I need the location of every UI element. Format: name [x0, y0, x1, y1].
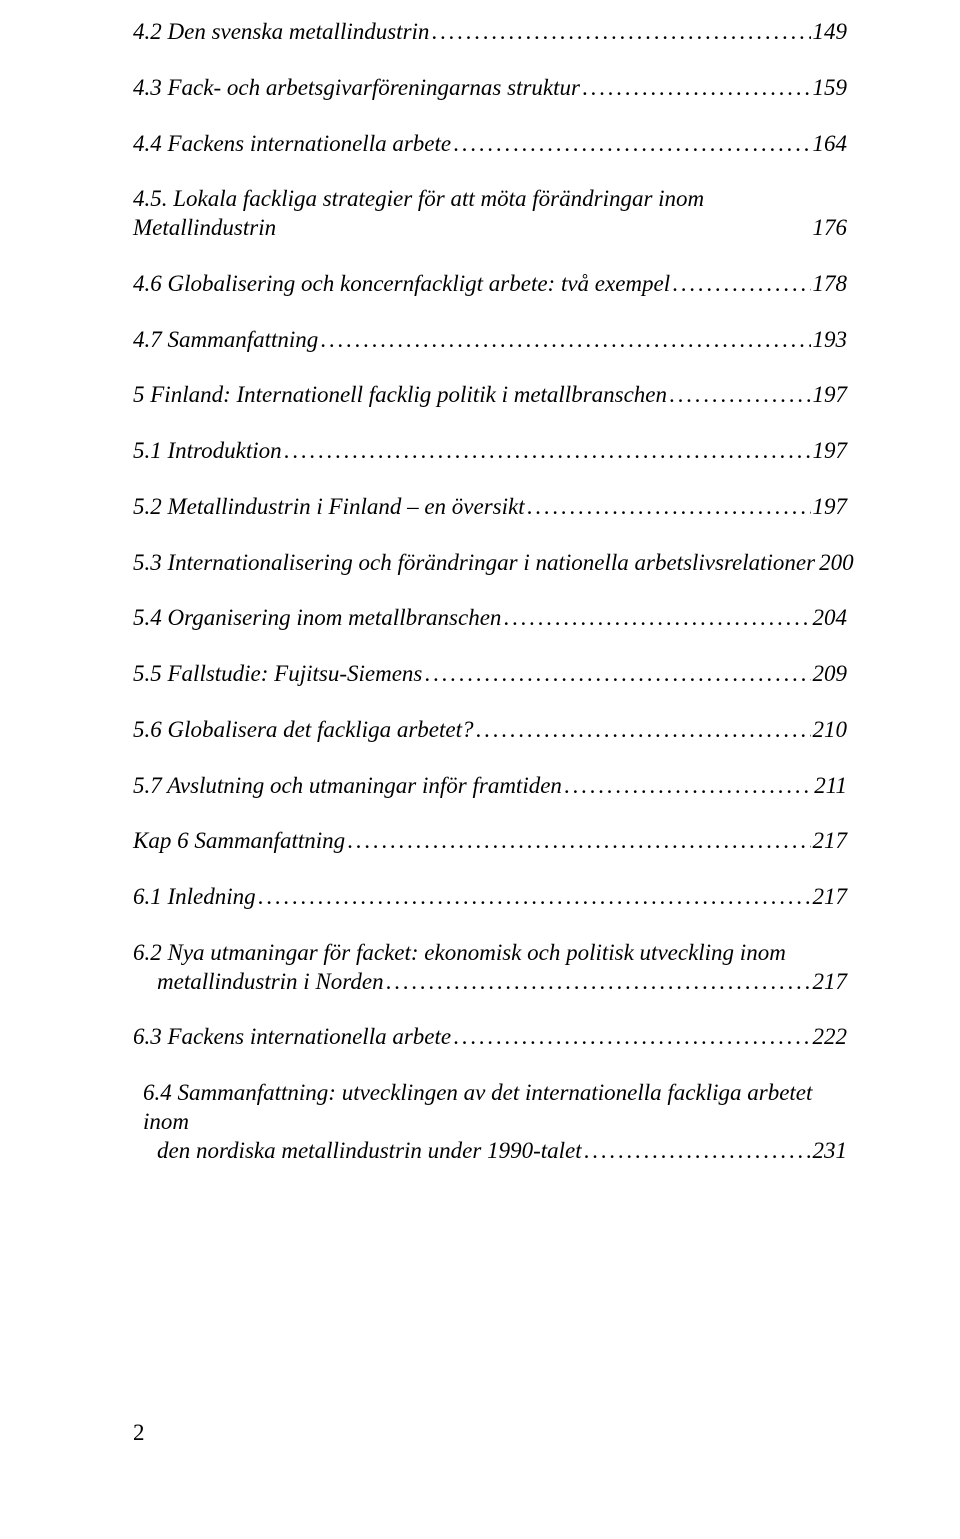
toc-entry-title-line1: 6.2 Nya utmaningar för facket: ekonomisk…	[133, 939, 847, 968]
toc-entry-title: 5.7 Avslutning och utmaningar inför fram…	[133, 772, 562, 801]
toc-entry: 5.7 Avslutning och utmaningar inför fram…	[133, 772, 847, 801]
toc-entry-title: 5 Finland: Internationell facklig politi…	[133, 381, 667, 410]
toc-entry: Kap 6 Sammanfattning 217	[133, 827, 847, 856]
toc-leader-dots	[431, 21, 810, 46]
toc-entry-page: 200	[819, 549, 854, 578]
document-page: 4.2 Den svenska metallindustrin 149 4.3 F…	[0, 0, 960, 1539]
toc-entry: 5.5 Fallstudie: Fujitsu-Siemens 209	[133, 660, 847, 689]
toc-leader-dots	[584, 1140, 811, 1165]
toc-entry-title: 4.7 Sammanfattning	[133, 326, 318, 355]
toc-entry-page: 209	[813, 660, 848, 689]
toc-entry-page: 197	[813, 437, 848, 466]
toc-entry-page: 217	[813, 883, 848, 912]
toc-entry-title: 6.3 Fackens internationella arbete	[133, 1023, 451, 1052]
toc-entry-page: 159	[813, 74, 848, 103]
toc-entry-page: 231	[813, 1137, 848, 1166]
toc-entry-title: 4.4 Fackens internationella arbete	[133, 130, 451, 159]
toc-leader-dots	[424, 663, 810, 688]
toc-entry-title: 5.4 Organisering inom metallbranschen	[133, 604, 501, 633]
toc-entry-title: 5.5 Fallstudie: Fujitsu-Siemens	[133, 660, 422, 689]
toc-entry: 4.3 Fack- och arbetsgivarföreningarnas s…	[133, 74, 847, 103]
toc-entry: 5.3 Internationalisering och förändringa…	[133, 549, 847, 578]
toc-entry-title: 5.6 Globalisera det fackliga arbetet?	[133, 716, 473, 745]
toc-entry-title: 5.2 Metallindustrin i Finland – en övers…	[133, 493, 525, 522]
toc-leader-dots	[258, 886, 811, 911]
toc-leader-dots	[503, 608, 810, 633]
toc-entry: 4.4 Fackens internationella arbete 164	[133, 130, 847, 159]
toc-leader-dots	[453, 133, 810, 158]
toc-leader-dots	[475, 719, 810, 744]
toc-entry: 4.5. Lokala fackliga strategier för att …	[133, 185, 847, 243]
toc-entry: 4.2 Den svenska metallindustrin 149	[133, 18, 847, 47]
toc-leader-dots	[453, 1027, 810, 1052]
toc-entry: 5 Finland: Internationell facklig politi…	[133, 381, 847, 410]
table-of-contents: 4.2 Den svenska metallindustrin 149 4.3 F…	[133, 18, 847, 1165]
toc-entry: 5.1 Introduktion 197	[133, 437, 847, 466]
toc-entry-title: Kap 6 Sammanfattning	[133, 827, 345, 856]
toc-entry: 6.2 Nya utmaningar för facket: ekonomisk…	[133, 939, 847, 997]
toc-entry-page: 197	[813, 381, 848, 410]
page-number: 2	[133, 1420, 145, 1446]
toc-entry-page: 211	[814, 772, 847, 801]
toc-entry-title: 5.1 Introduktion	[133, 437, 282, 466]
toc-entry-page: 149	[813, 18, 848, 47]
toc-entry-page: 204	[813, 604, 848, 633]
toc-entry-page: 210	[813, 716, 848, 745]
toc-leader-dots	[672, 273, 810, 298]
toc-entry: 6.3 Fackens internationella arbete 222	[133, 1023, 847, 1052]
toc-leader-dots	[386, 971, 811, 996]
toc-entry-title-line2: den nordiska metallindustrin under 1990-…	[133, 1137, 582, 1166]
toc-entry: 4.6 Globalisering och koncernfackligt ar…	[133, 270, 847, 299]
toc-leader-dots	[527, 496, 811, 521]
toc-leader-dots	[564, 775, 812, 800]
toc-entry-title-line1: 6.4 Sammanfattning: utvecklingen av det …	[133, 1079, 847, 1137]
toc-entry-title: 4.2 Den svenska metallindustrin	[133, 18, 429, 47]
toc-entry-title: 6.1 Inledning	[133, 883, 256, 912]
toc-entry: 4.7 Sammanfattning 193	[133, 326, 847, 355]
toc-entry: 5.6 Globalisera det fackliga arbetet? 21…	[133, 716, 847, 745]
toc-leader-dots	[320, 329, 810, 354]
toc-entry-page: 178	[813, 270, 848, 299]
toc-entry: 6.1 Inledning 217	[133, 883, 847, 912]
toc-entry-title: 4.6 Globalisering och koncernfackligt ar…	[133, 270, 670, 299]
toc-entry-page: 217	[813, 827, 848, 856]
toc-entry-page: 197	[813, 493, 848, 522]
toc-leader-dots	[582, 77, 811, 102]
toc-entry: 5.2 Metallindustrin i Finland – en övers…	[133, 493, 847, 522]
toc-entry-page: 176	[813, 214, 848, 243]
toc-entry-page: 217	[813, 968, 848, 997]
toc-entry-title: 4.5. Lokala fackliga strategier för att …	[133, 185, 813, 243]
toc-leader-dots	[284, 440, 811, 465]
toc-entry-page: 222	[813, 1023, 848, 1052]
toc-entry-title: 4.3 Fack- och arbetsgivarföreningarnas s…	[133, 74, 580, 103]
toc-entry-title-line2: metallindustrin i Norden	[133, 968, 384, 997]
toc-entry-title: 5.3 Internationalisering och förändringa…	[133, 549, 815, 578]
toc-entry-page: 193	[813, 326, 848, 355]
toc-leader-dots	[347, 831, 810, 856]
toc-leader-dots	[669, 385, 810, 410]
toc-entry: 6.4 Sammanfattning: utvecklingen av det …	[133, 1079, 847, 1165]
toc-entry: 5.4 Organisering inom metallbranschen 20…	[133, 604, 847, 633]
toc-entry-page: 164	[813, 130, 848, 159]
